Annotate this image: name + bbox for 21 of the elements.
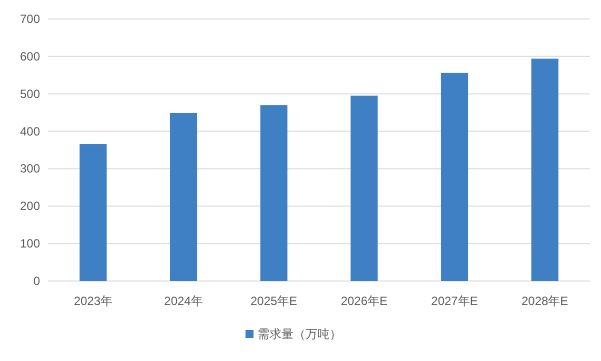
y-tick-label: 400 [20, 124, 40, 138]
y-tick-label: 0 [33, 274, 40, 288]
bar [531, 58, 558, 281]
y-tick-label: 300 [20, 162, 40, 176]
bar [80, 144, 107, 281]
x-tick-label: 2024年 [164, 294, 203, 308]
bar [440, 72, 468, 281]
y-tick-label: 600 [20, 49, 40, 64]
x-tick-label: 2027年E [431, 294, 478, 308]
y-tick-label: 500 [20, 86, 40, 101]
bar [260, 105, 288, 281]
x-tick-label: 2028年E [521, 294, 568, 308]
bar [350, 96, 378, 281]
y-tick-label: 700 [20, 12, 40, 26]
x-tick-label: 2023年 [74, 294, 113, 308]
y-tick-label: 200 [20, 199, 40, 214]
x-tick-label: 2025年E [250, 294, 298, 308]
y-tick-label: 100 [20, 236, 40, 251]
x-tick-label: 2026年E [340, 294, 388, 308]
legend-label: 需求量（万吨） [258, 327, 342, 341]
bar [170, 112, 198, 281]
